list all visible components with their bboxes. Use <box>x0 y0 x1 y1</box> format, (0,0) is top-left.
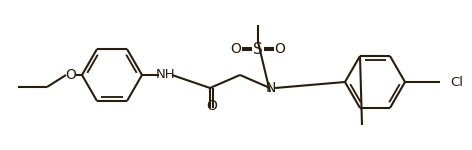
Text: NH: NH <box>156 69 176 81</box>
Text: O: O <box>66 68 76 82</box>
Text: S: S <box>253 42 263 57</box>
Text: O: O <box>230 42 242 56</box>
Text: O: O <box>206 99 217 113</box>
Text: O: O <box>275 42 286 56</box>
Text: N: N <box>266 81 276 95</box>
Text: Cl: Cl <box>450 75 463 88</box>
